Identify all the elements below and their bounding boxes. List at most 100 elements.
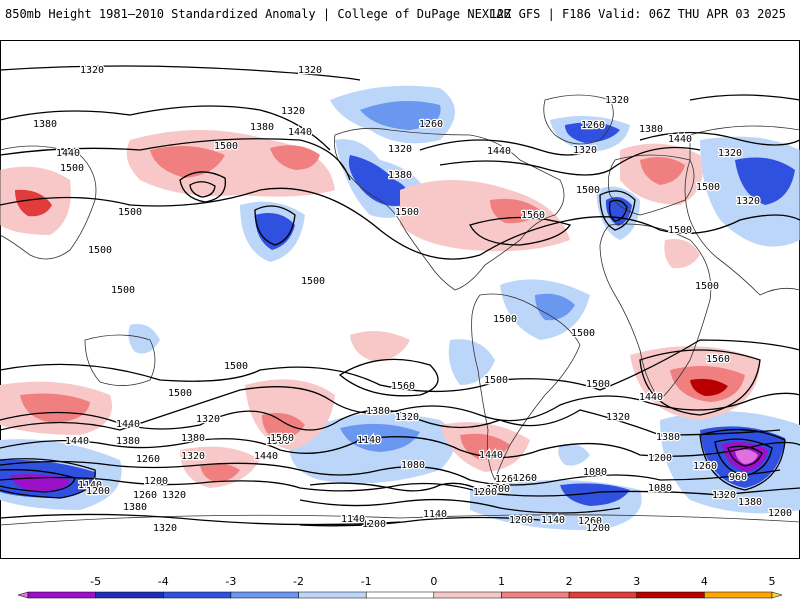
contour-label: 1260 [513,473,537,484]
contour-1320-bottom [0,513,401,526]
contour-1500-low-pacific [254,205,296,246]
contour-label: 1320 [712,490,736,501]
colorbar-tick-label: -4 [158,575,169,588]
contour-label: 1320 [181,451,205,462]
colorbar-tick-label: 2 [566,575,573,588]
contour-low-rings-atlantic [599,190,636,231]
contour-label: 1500 [88,245,112,256]
asia-west-outline [0,145,97,260]
contour-label: 1440 [668,134,692,145]
contour-1560-africa [639,349,761,416]
contour-label: 1560 [521,210,545,221]
contour-label: 1500 [586,379,610,390]
contour-label: 1140 [423,509,447,520]
colorbar-tick-label: 1 [498,575,505,588]
contour-label: 1140 [541,515,565,526]
contour-label: 1560 [270,433,294,444]
antarctica-outline [0,514,800,526]
contour-1440-asia [639,131,800,146]
neg-anomaly-region [448,339,495,385]
contour-label: 1260 [495,474,519,485]
colorbar-tick-label: -1 [361,575,372,588]
contour-label: 1200 [86,486,110,497]
contour-label: 1200 [473,487,497,498]
contour-label: 1500 [695,281,719,292]
contour-label: 1500 [266,436,290,447]
anomaly-map[interactable]: 1320 1320 1320 1380 1440 1500 1320 1380 1440 1500… [0,40,800,560]
pos-anomaly-region [270,145,320,170]
contour-label: 1500 [214,141,238,152]
neg-anomaly-region [735,157,795,205]
contour-1260-south [0,460,781,486]
contour-1320-south [0,436,800,459]
neg-anomaly-region [535,293,575,321]
colorbar-swatches [17,591,783,599]
neg-anomaly-region [735,449,758,464]
contour-label: 1320 [718,148,742,159]
neg-anomaly-region [360,101,441,130]
contour-label: 1200 [509,515,533,526]
contour-label: 1320 [298,65,322,76]
contour-label: 1320 [80,65,104,76]
contour-label: 1320 [281,106,305,117]
contour-label: 1200 [586,523,610,534]
greenland-outline [543,94,614,145]
contour-1500-south [0,339,800,393]
colorbar-swatch [433,591,502,599]
contour-label: 1500 [395,207,419,218]
contour-1320-asia [689,94,800,101]
africa-outline [599,223,712,401]
map-title: 850mb Height 1981–2010 Standardized Anom… [5,7,511,21]
contour-label: 1200 [486,484,510,495]
contour-label: 1500 [484,375,508,386]
colorbar-tick-label: 4 [701,575,708,588]
south-america-outline [471,293,581,482]
contour-1320-atlantic [419,139,591,156]
pos-anomaly-region [150,146,225,178]
contour-label: 1200 [144,476,168,487]
contour-label: 1080 [401,460,425,471]
north-america-outline [334,127,565,291]
contour-label: 1320 [196,414,220,425]
pos-anomaly-region [350,331,410,362]
contour-label: 1320 [153,523,177,534]
positive-anomaly-shading [0,130,760,488]
contour-label: 1380 [181,433,205,444]
contour-1140-south [299,498,621,514]
contour-label: 1260 [133,490,157,501]
contour-label: 1260 [419,119,443,130]
coastlines [0,94,800,526]
contour-label: 1500 [696,182,720,193]
colorbar-tick-label: -5 [90,575,101,588]
contour-label: 1260 [578,516,602,527]
contour-label: 1500 [571,328,595,339]
neg-anomaly-region [560,483,630,506]
europe-outline [607,154,695,216]
contour-1440-north [0,138,351,181]
australia-outline [84,334,156,386]
neg-anomaly-region [565,122,620,143]
contour-label: 1500 [60,163,84,174]
contour-low-rings-sw [0,458,96,499]
contour-label: 1380 [366,406,390,417]
contour-1320-north [0,65,361,81]
contour-label: 1200 [768,508,792,519]
contour-label: 1440 [487,146,511,157]
contour-label: 1500 [576,185,600,196]
colorbar-tick-label: 0 [430,575,437,588]
contour-label: 1440 [288,127,312,138]
header-bar: 850mb Height 1981–2010 Standardized Anom… [0,0,800,40]
contour-label: 1080 [583,467,607,478]
asia-outline [684,125,800,296]
contour-label: 1320 [573,145,597,156]
contour-label: 1500 [111,285,135,296]
contour-label: 1500 [168,388,192,399]
contour-label: 1140 [341,514,365,525]
contour-1560-atlantic [469,216,572,246]
colorbar-tick-label: 5 [769,575,776,588]
pos-anomaly-region [200,463,240,482]
contour-low-rings-pacific [179,171,226,203]
contour-label: 1140 [78,480,102,491]
neg-anomaly-region [558,443,590,466]
neg-anomaly-region [255,212,295,250]
